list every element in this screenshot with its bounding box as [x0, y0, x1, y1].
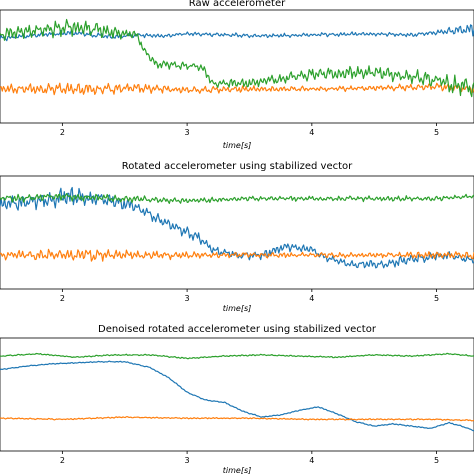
x-axis-label: time[s] — [223, 141, 251, 150]
panel-raw-accelerometer: Raw accelerometer 2 3 4 5 time[s] — [0, 0, 474, 150]
panel-title: Rotated accelerometer using stabilized v… — [122, 161, 353, 172]
plot-frame — [0, 337, 474, 452]
x-tick-label: 3 — [185, 294, 190, 303]
x-tick-label: 3 — [185, 456, 190, 465]
x-axis-label: time[s] — [223, 304, 251, 313]
series-line-2 — [0, 248, 474, 262]
plot-frame — [0, 9, 474, 124]
panel-denoised-rotated-accelerometer: Denoised rotated accelerometer using sta… — [0, 324, 474, 474]
plot-frame — [0, 175, 474, 290]
panel-rotated-accelerometer: Rotated accelerometer using stabilized v… — [0, 161, 474, 313]
x-tick-label: 2 — [60, 456, 65, 465]
x-tick-label: 5 — [434, 456, 439, 465]
x-tick-label: 3 — [185, 128, 190, 137]
series-line-2 — [0, 82, 474, 96]
x-tick-label: 5 — [434, 294, 439, 303]
series-line-1 — [0, 186, 474, 269]
x-tick-label: 2 — [60, 128, 65, 137]
x-axis-label: time[s] — [223, 466, 251, 474]
x-tick-label: 5 — [434, 128, 439, 137]
series-line-3 — [0, 18, 474, 98]
series-line-3 — [0, 193, 474, 204]
x-tick-label: 4 — [309, 456, 314, 465]
series-line-3 — [0, 352, 474, 360]
panel-title: Raw accelerometer — [189, 0, 286, 9]
x-tick-label: 4 — [309, 294, 314, 303]
x-tick-label: 4 — [309, 128, 314, 137]
series-line-2 — [0, 416, 474, 422]
series-line-1 — [0, 360, 474, 432]
panel-title: Denoised rotated accelerometer using sta… — [98, 324, 377, 335]
x-tick-label: 2 — [60, 294, 65, 303]
